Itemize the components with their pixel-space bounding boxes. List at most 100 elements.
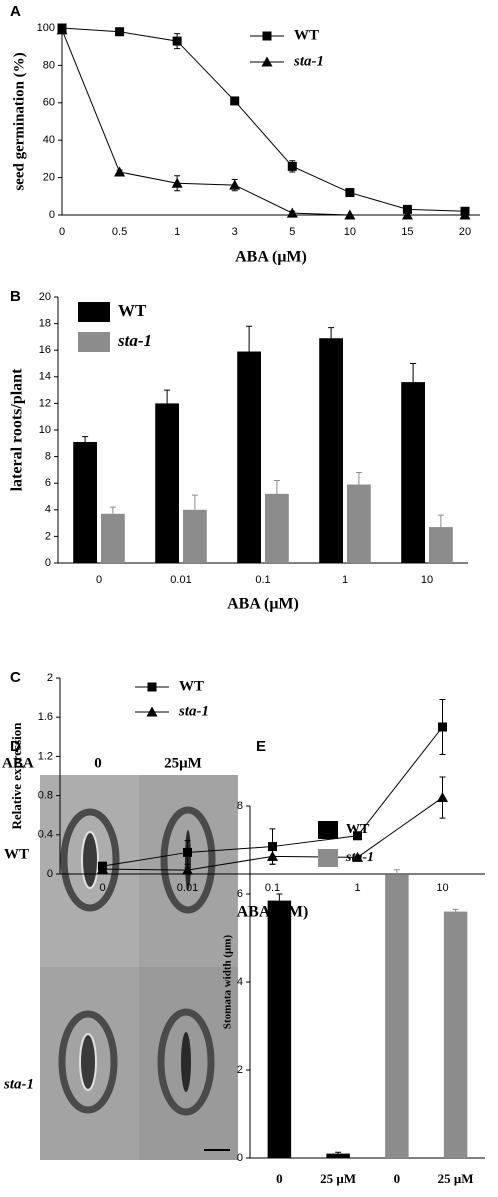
micrograph-panel: D ABA 0 25μM WT sta-1 [2, 738, 238, 1160]
y-tick-label: 0 [49, 209, 55, 221]
series-line [61, 27, 466, 212]
x-tick-label: 25 μM [320, 1171, 356, 1186]
y-tick-label: 20 [39, 291, 51, 303]
series-line [61, 29, 465, 216]
marker [182, 864, 193, 875]
marker [146, 706, 158, 717]
x-tick-label: 5 [289, 226, 295, 238]
marker [262, 31, 272, 41]
marker [402, 204, 412, 214]
y-tick-label: 6 [45, 477, 51, 489]
error-bar [164, 389, 171, 404]
y-tick-label: 1.2 [38, 750, 53, 762]
bar [385, 874, 409, 1158]
y-axis-label: Relative expression [9, 722, 24, 830]
y-tick-label: 40 [43, 134, 55, 146]
x-tick-label: 10 [344, 226, 356, 238]
header-label: 0 [94, 755, 102, 771]
marker [114, 166, 126, 177]
row-label: WT [4, 846, 29, 862]
marker [438, 722, 447, 732]
marker [459, 209, 471, 220]
x-tick-label: 0 [276, 1171, 283, 1186]
bar [326, 1153, 350, 1158]
bar [183, 509, 207, 563]
bar [429, 527, 453, 563]
x-tick-label: 3 [232, 226, 238, 238]
x-tick-label: 0 [59, 226, 65, 238]
x-tick-label: 10 [436, 882, 448, 894]
legend-swatch [78, 332, 110, 352]
marker [147, 682, 157, 692]
y-tick-label: 14 [39, 371, 51, 383]
y-tick-label: 6 [237, 888, 243, 900]
error-bar [393, 869, 400, 875]
stoma [157, 1008, 215, 1116]
error-bar [276, 893, 283, 901]
y-tick-label: 20 [43, 172, 55, 184]
marker [268, 842, 277, 852]
y-tick-label: 2 [47, 672, 53, 684]
header-label: ABA [2, 755, 34, 771]
y-tick-label: 16 [39, 344, 51, 356]
bar [347, 484, 371, 563]
x-tick-label: 0.5 [112, 226, 127, 238]
x-tick-label: 15 [401, 226, 413, 238]
legend-label: sta-1 [117, 331, 152, 350]
legend-label: WT [294, 27, 319, 43]
bar [73, 441, 97, 563]
y-tick-label: 100 [37, 22, 55, 34]
error-bar [410, 363, 417, 383]
y-axis-label: seed germination (%) [11, 52, 27, 190]
legend-label: WT [118, 301, 147, 320]
y-tick-label: 2 [45, 530, 51, 542]
x-tick-label: 1 [174, 226, 180, 238]
marker [229, 179, 241, 190]
y-tick-label: 18 [39, 318, 51, 330]
bar [443, 911, 468, 1158]
y-tick-label: 0 [47, 868, 53, 880]
bar [265, 493, 289, 563]
legend-label: WT [346, 822, 370, 837]
panel-letter: C [10, 669, 21, 686]
stoma [60, 808, 120, 912]
y-tick-label: 0.8 [38, 790, 53, 802]
legend-label: sta-1 [293, 53, 324, 69]
panel-letter: D [10, 738, 21, 755]
y-tick-label: 0.4 [38, 829, 53, 841]
stoma-pore [181, 1032, 191, 1092]
row-label: sta-1 [3, 1076, 34, 1092]
y-tick-label: 12 [39, 397, 51, 409]
x-axis-label: ABA (μM) [235, 249, 307, 266]
marker [183, 847, 192, 857]
header-label: 25μM [164, 755, 202, 771]
error-bar [109, 506, 116, 514]
bar [401, 382, 425, 563]
bar [267, 900, 292, 1158]
marker [97, 863, 108, 874]
error-bar [335, 1151, 342, 1154]
legend-swatch [318, 821, 338, 839]
error-bar [437, 514, 444, 528]
y-tick-label: 10 [39, 424, 51, 436]
marker [171, 177, 183, 188]
x-tick-label: 1 [342, 574, 348, 586]
marker [437, 792, 448, 803]
legend-label: sta-1 [345, 850, 374, 865]
legend-swatch [78, 302, 110, 322]
y-axis-label: Stomata width (μm) [222, 935, 234, 1030]
x-axis-label: ABA (μM) [227, 596, 299, 613]
x-tick-label: 25 μM [438, 1171, 474, 1186]
y-tick-label: 60 [43, 97, 55, 109]
marker [344, 209, 356, 220]
bar [101, 513, 125, 563]
stoma [160, 806, 216, 914]
error-bar [328, 327, 335, 339]
marker [401, 209, 413, 220]
error-bar [246, 325, 253, 352]
error-bar [273, 480, 280, 494]
error-bar [82, 436, 89, 442]
stoma-pore [79, 1033, 97, 1091]
y-tick-label: 0 [237, 1152, 243, 1164]
marker [56, 24, 68, 35]
